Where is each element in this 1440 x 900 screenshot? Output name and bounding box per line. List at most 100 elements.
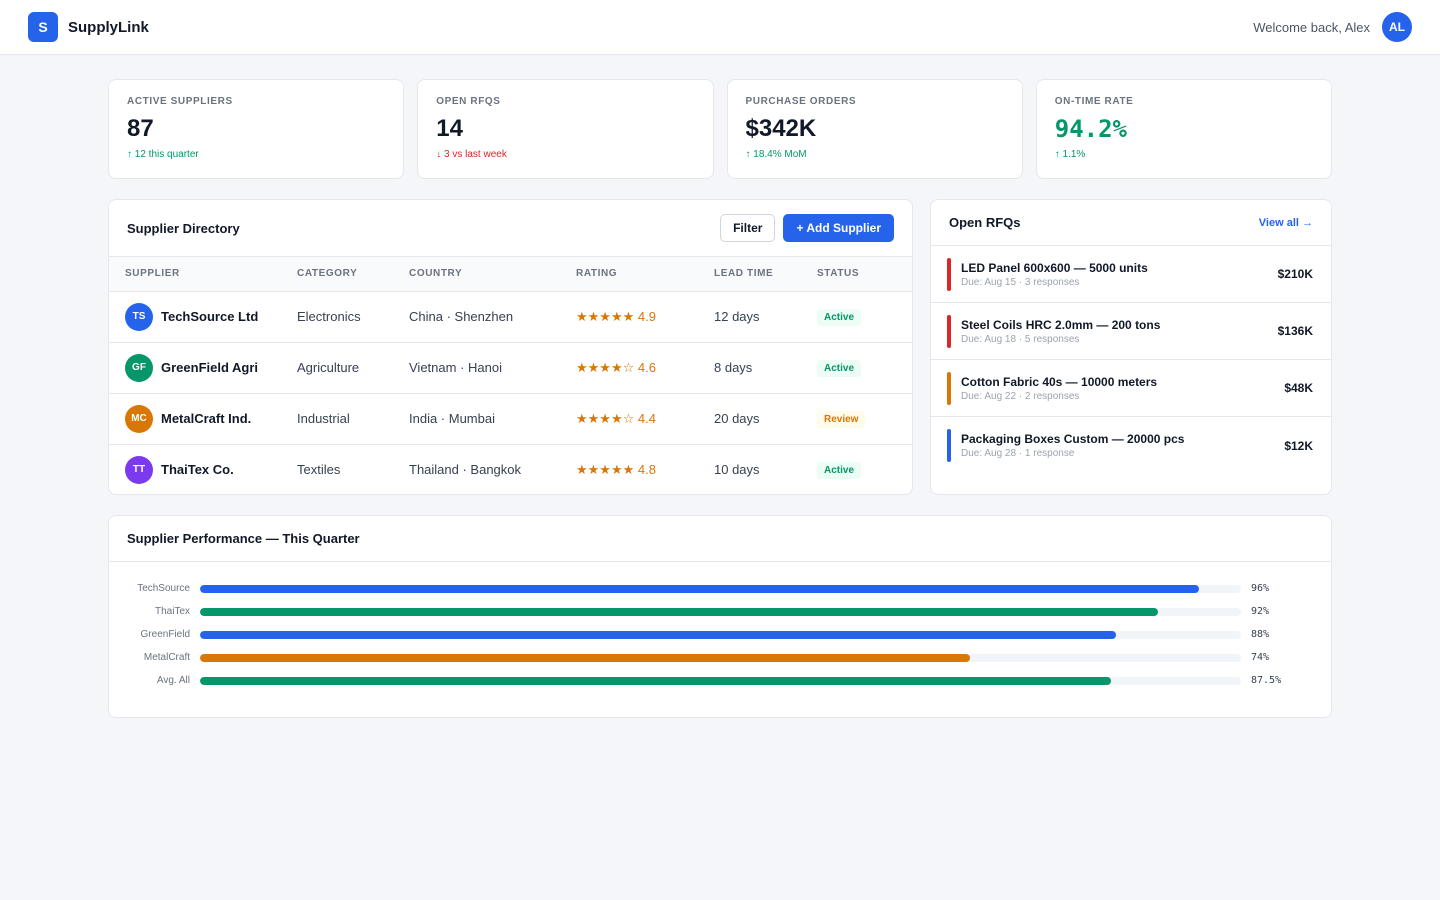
status-badge: Active xyxy=(817,461,862,479)
rfq-meta: Due: Aug 22 · 2 responses xyxy=(961,390,1080,402)
view-all-link[interactable]: View all → xyxy=(1258,216,1313,229)
rfq-item[interactable]: Cotton Fabric 40s — 10000 meters Due: Aug… xyxy=(931,360,1331,417)
performance-label: TechSource xyxy=(137,583,190,594)
top-bar: S SupplyLink Welcome back, Alex AL xyxy=(0,0,1440,55)
rfq-meta: Due: Aug 28 · 1 response xyxy=(961,448,1075,459)
column-header-supplier[interactable]: Supplier xyxy=(109,257,297,292)
welcome-text: Welcome back, Alex xyxy=(1253,19,1370,35)
open-rfqs-card: Open RFQs View all → LED Panel 600x600 —… xyxy=(930,199,1332,495)
supplier-name-group: GF GreenField Agri xyxy=(125,353,297,382)
status-cell: Active xyxy=(817,291,912,343)
kpi-value: 87 xyxy=(127,115,154,142)
directory-title: Supplier Directory xyxy=(127,220,240,236)
rfq-priority-indicator xyxy=(947,429,951,462)
rfq-item[interactable]: Steel Coils HRC 2.0mm — 200 tons Due: Aug… xyxy=(931,303,1331,360)
kpi-label: Purchase Orders xyxy=(745,96,857,107)
supplier-name-group: MC MetalCraft Ind. xyxy=(125,404,297,433)
filter-button[interactable]: Filter xyxy=(720,214,776,242)
directory-header: Supplier Directory Filter + Add Supplier xyxy=(109,200,912,257)
star-rating-icon: ★★★★★ xyxy=(576,308,635,324)
rfq-amount: $210K xyxy=(1277,267,1313,281)
category-cell: Agriculture xyxy=(297,342,409,394)
supplier-performance-card: Supplier Performance — This Quarter Tech… xyxy=(108,515,1332,718)
supplier-cell: MC MetalCraft Ind. xyxy=(109,393,297,445)
rfq-priority-indicator xyxy=(947,371,951,405)
supplier-avatar: GF xyxy=(125,353,153,382)
performance-bar xyxy=(200,676,1111,685)
column-header-rating[interactable]: Rating xyxy=(576,257,714,292)
table-row[interactable]: TS TechSource Ltd Electronics China · Shenz… xyxy=(109,291,912,343)
supplier-cell: TT ThaiTex Co. xyxy=(109,444,297,494)
supplier-avatar: MC xyxy=(125,404,153,433)
lead-time-cell: 12 days xyxy=(714,291,817,343)
rating-cell: ★★★★★ 4.9 xyxy=(576,291,714,343)
performance-track xyxy=(200,584,1241,593)
kpi-card-active-suppliers: Active Suppliers 87 ↑ 12 this quarter xyxy=(108,79,405,179)
supplier-table: Supplier Category Country Rating Lead Ti… xyxy=(109,257,912,494)
table-row[interactable]: GF GreenField Agri Agriculture Vietnam · Ha… xyxy=(109,342,912,394)
performance-row: ThaiTex 92% xyxy=(127,600,1291,623)
add-supplier-button[interactable]: + Add Supplier xyxy=(783,214,894,242)
rating-cell: ★★★★☆ 4.4 xyxy=(576,393,714,445)
category-cell: Textiles xyxy=(297,462,341,478)
supplier-name[interactable]: ThaiTex Co. xyxy=(161,462,234,478)
rfq-info: LED Panel 600x600 — 5000 units Due: Aug 1… xyxy=(961,261,1278,288)
performance-label: ThaiTex xyxy=(154,606,190,617)
performance-value: 88% xyxy=(1251,629,1270,640)
rfq-title: Packaging Boxes Custom — 20000 pcs xyxy=(961,432,1185,446)
status-badge: Active xyxy=(817,308,862,326)
performance-chart: TechSource 96% ThaiTex 92% GreenField 88% Meta… xyxy=(109,562,1331,692)
supplier-avatar: TS xyxy=(125,302,153,331)
performance-bar xyxy=(200,584,1200,593)
column-header-category[interactable]: Category xyxy=(297,257,409,292)
column-header-country[interactable]: Country xyxy=(409,257,576,292)
rfq-item[interactable]: LED Panel 600x600 — 5000 units Due: Aug 1… xyxy=(931,246,1331,303)
user-avatar[interactable]: AL xyxy=(1382,12,1412,42)
column-header-lead-time[interactable]: Lead Time xyxy=(714,257,817,292)
middle-row: Supplier Directory Filter + Add Supplier… xyxy=(108,199,1332,495)
rfq-amount: $48K xyxy=(1284,381,1313,395)
kpi-label: Open RFQs xyxy=(436,96,501,107)
rfq-amount: $12K xyxy=(1284,438,1313,453)
rating-value: 4.8 xyxy=(637,461,656,477)
country-cell: India · Mumbai xyxy=(409,393,576,445)
status-cell: Active xyxy=(817,342,912,394)
rfq-info: Steel Coils HRC 2.0mm — 200 tons Due: Aug… xyxy=(961,318,1278,345)
supplier-name[interactable]: GreenField Agri xyxy=(161,360,259,375)
table-row[interactable]: TT ThaiTex Co. Textiles Thailand · Bangkok ★… xyxy=(109,444,912,494)
kpi-delta: ↓ 3 vs last week xyxy=(436,149,507,160)
performance-label: MetalCraft xyxy=(143,652,190,663)
brand[interactable]: S SupplyLink xyxy=(28,12,149,42)
app-name: SupplyLink xyxy=(68,18,149,36)
rfqs-title: Open RFQs xyxy=(949,215,1021,230)
directory-actions: Filter + Add Supplier xyxy=(720,214,894,242)
performance-track xyxy=(200,676,1241,685)
supplier-name[interactable]: TechSource Ltd xyxy=(161,309,259,324)
rating-value: 4.4 xyxy=(637,410,656,426)
supplier-cell: TS TechSource Ltd xyxy=(109,291,297,343)
status-cell: Review xyxy=(817,393,912,445)
table-header-row: Supplier Category Country Rating Lead Ti… xyxy=(109,257,912,292)
performance-value: 92% xyxy=(1251,606,1270,617)
table-row[interactable]: MC MetalCraft Ind. Industrial India · Mumba… xyxy=(109,393,912,445)
lead-time-cell: 20 days xyxy=(714,393,817,445)
supplier-directory-card: Supplier Directory Filter + Add Supplier… xyxy=(108,199,913,495)
performance-bar xyxy=(200,653,971,662)
star-rating-icon: ★★★★☆ xyxy=(576,359,635,375)
rfq-meta: Due: Aug 15 · 3 responses xyxy=(961,276,1080,288)
kpi-card-open-rfqs: Open RFQs 14 ↓ 3 vs last week xyxy=(417,79,714,179)
performance-value: 96% xyxy=(1251,583,1270,594)
supplier-avatar: TT xyxy=(125,455,153,484)
column-header-status[interactable]: Status xyxy=(817,257,912,292)
rfq-amount: $136K xyxy=(1277,324,1313,338)
performance-track xyxy=(200,607,1241,616)
rfq-title: Cotton Fabric 40s — 10000 meters xyxy=(961,374,1158,389)
performance-title: Supplier Performance — This Quarter xyxy=(127,531,360,546)
performance-row: GreenField 88% xyxy=(127,623,1291,646)
performance-bar xyxy=(200,630,1117,639)
country-cell: Vietnam · Hanoi xyxy=(409,342,576,394)
rfq-item[interactable]: Packaging Boxes Custom — 20000 pcs Due: A… xyxy=(931,417,1331,474)
supplier-name[interactable]: MetalCraft Ind. xyxy=(161,411,252,426)
performance-header: Supplier Performance — This Quarter xyxy=(109,516,1331,562)
rfq-title: Steel Coils HRC 2.0mm — 200 tons xyxy=(961,317,1161,332)
